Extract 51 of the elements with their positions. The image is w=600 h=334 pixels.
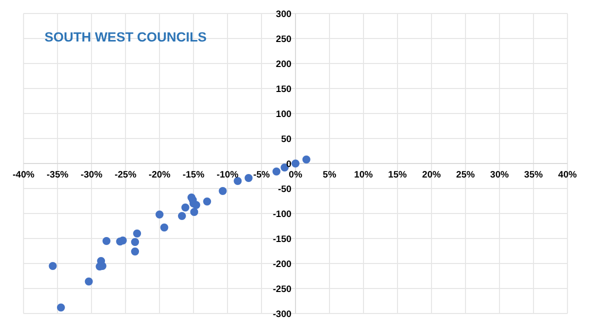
x-tick-label: 40% (558, 170, 578, 180)
y-tick-label: -150 (272, 234, 292, 244)
point (218, 187, 227, 195)
point (102, 237, 110, 245)
x-tick-label: -25% (114, 170, 138, 180)
point (187, 194, 196, 202)
y-tick-label: -50 (278, 184, 292, 194)
point (292, 160, 300, 168)
x-tick-label: 25% (456, 170, 476, 180)
point (131, 238, 140, 246)
x-tick-label: -5% (253, 170, 271, 180)
y-tick-label: 50 (281, 134, 292, 144)
point (160, 224, 168, 232)
x-tick-label: -35% (46, 170, 70, 180)
point (190, 208, 198, 216)
y-tick-label: 300 (276, 9, 292, 19)
y-tick-label: 200 (276, 59, 292, 69)
point (244, 174, 253, 182)
x-tick-label: 0% (288, 170, 303, 180)
point (156, 210, 164, 218)
x-tick-label: -10% (216, 170, 240, 180)
y-tick-label: 250 (276, 34, 292, 44)
point (84, 278, 93, 286)
point (203, 198, 212, 206)
y-tick-label: 100 (276, 109, 292, 119)
point (302, 156, 310, 164)
x-tick-label: 35% (524, 170, 544, 180)
y-tick-label: -300 (272, 309, 292, 319)
y-tick-label: -250 (272, 284, 292, 294)
y-tick-label: 150 (276, 84, 292, 94)
point (178, 212, 186, 220)
point (131, 248, 140, 256)
y-tick-label: -100 (272, 209, 292, 219)
x-tick-label: 30% (490, 170, 510, 180)
x-tick-label: -30% (80, 170, 104, 180)
point (234, 177, 242, 185)
x-tick-label: -20% (148, 170, 172, 180)
text: SOUTH WEST COUNCILS (44, 30, 207, 44)
x-tick-label: 5% (322, 170, 337, 180)
x-tick-label: 10% (354, 170, 374, 180)
point (181, 204, 190, 212)
point (56, 304, 65, 312)
point (48, 262, 57, 270)
y-tick-label: -200 (272, 259, 292, 269)
point (272, 168, 280, 176)
x-tick-label: 15% (388, 170, 408, 180)
x-tick-label: 20% (422, 170, 442, 180)
y-tick-label: 0 (286, 159, 292, 169)
x-tick-label: -15% (182, 170, 206, 180)
point (133, 230, 142, 238)
x-tick-label: -40% (12, 170, 36, 180)
